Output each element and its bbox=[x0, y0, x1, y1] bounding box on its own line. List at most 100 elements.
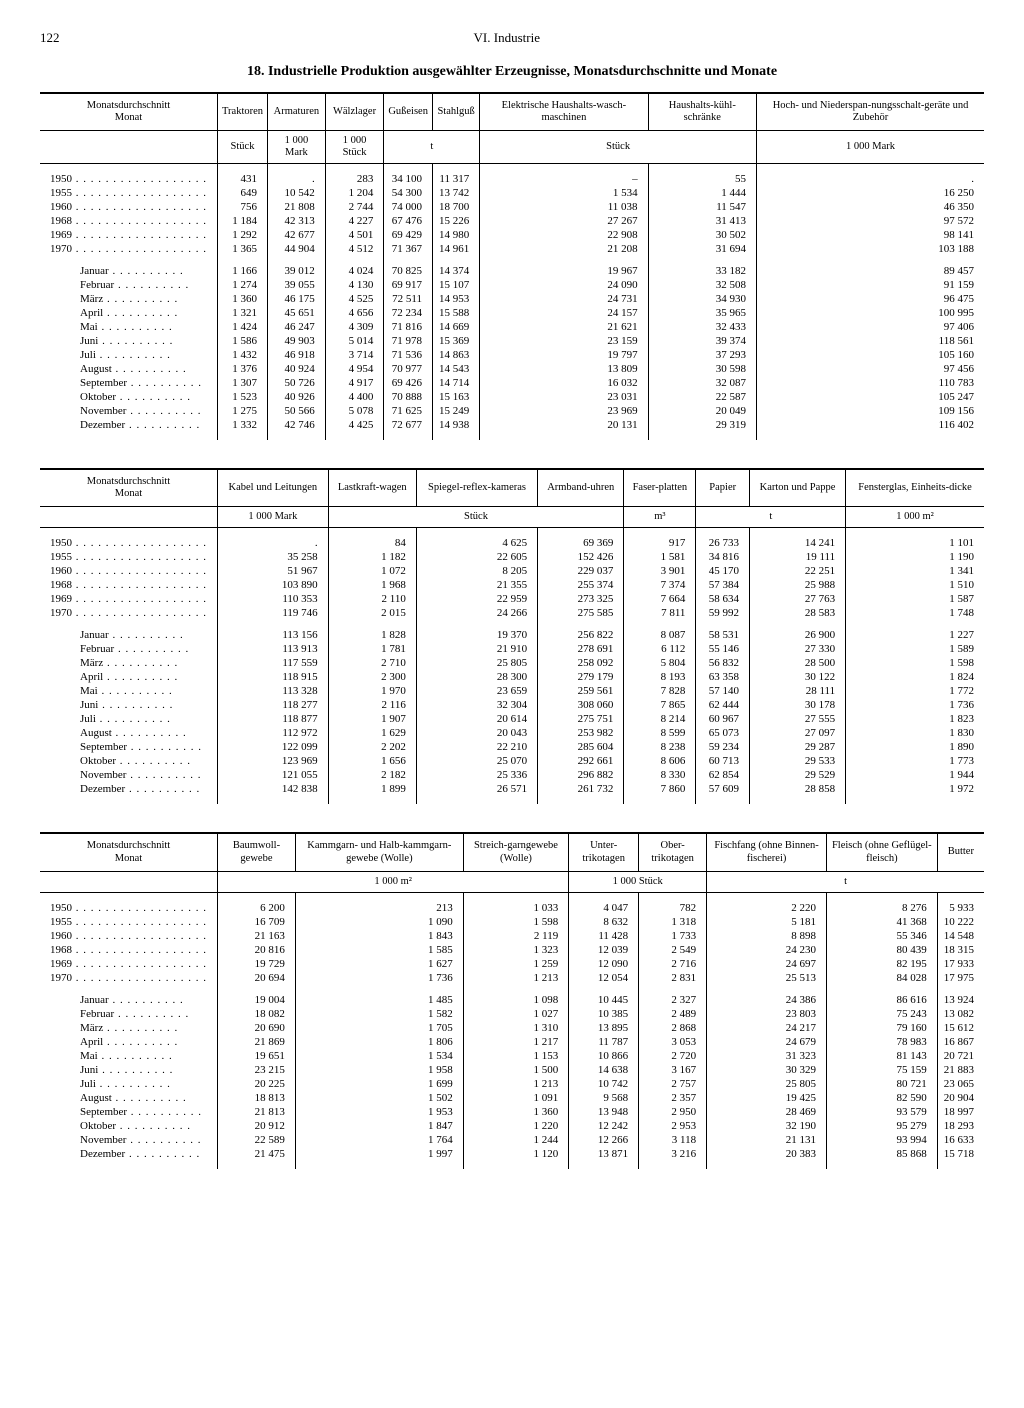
cell: 113 328 bbox=[218, 684, 329, 698]
cell: 1 365 bbox=[218, 242, 268, 256]
cell: 21 621 bbox=[480, 320, 648, 334]
table-row: November1 27550 5665 07871 62515 24923 9… bbox=[40, 404, 984, 418]
cell: 2 357 bbox=[639, 1091, 707, 1105]
cell: 4 512 bbox=[325, 242, 384, 256]
cell: 21 808 bbox=[268, 200, 326, 214]
cell: 229 037 bbox=[538, 564, 624, 578]
cell: 29 319 bbox=[648, 418, 756, 432]
cell: 35 258 bbox=[218, 550, 329, 564]
cell: 71 536 bbox=[384, 348, 433, 362]
cell: 1 502 bbox=[295, 1091, 463, 1105]
cell: 20 614 bbox=[416, 712, 537, 726]
row-label-month: Dezember bbox=[40, 782, 218, 796]
cell: 26 571 bbox=[416, 782, 537, 796]
row-label-year: 1950 bbox=[40, 536, 218, 550]
cell: 95 279 bbox=[826, 1119, 937, 1133]
table-row: 1968103 8901 96821 355255 3747 37457 384… bbox=[40, 578, 984, 592]
cell: 275 585 bbox=[538, 606, 624, 620]
cell: 782 bbox=[639, 901, 707, 915]
table-row: Dezember142 8381 89926 571261 7327 86057… bbox=[40, 782, 984, 796]
cell: 10 742 bbox=[569, 1077, 639, 1091]
cell: 12 266 bbox=[569, 1133, 639, 1147]
cell: 8 276 bbox=[826, 901, 937, 915]
cell: 1 220 bbox=[463, 1119, 568, 1133]
cell: 7 811 bbox=[624, 606, 696, 620]
cell: 46 247 bbox=[268, 320, 326, 334]
cell: 85 868 bbox=[826, 1147, 937, 1161]
cell: 1 847 bbox=[295, 1119, 463, 1133]
cell: 13 082 bbox=[937, 1007, 984, 1021]
cell: 5 014 bbox=[325, 334, 384, 348]
cell: 65 073 bbox=[696, 726, 750, 740]
row-label-month: November bbox=[40, 1133, 218, 1147]
unit-header: t bbox=[696, 507, 846, 528]
cell: 21 910 bbox=[416, 642, 537, 656]
cell: 1 736 bbox=[295, 971, 463, 985]
cell: 1 292 bbox=[218, 228, 268, 242]
cell: 2 716 bbox=[639, 957, 707, 971]
cell: 60 967 bbox=[696, 712, 750, 726]
unit-header: m³ bbox=[624, 507, 696, 528]
cell: 8 193 bbox=[624, 670, 696, 684]
col-header: Fleisch (ohne Geflügel-fleisch) bbox=[826, 833, 937, 871]
cell: 119 746 bbox=[218, 606, 329, 620]
unit-empty bbox=[40, 131, 218, 164]
cell: 18 813 bbox=[218, 1091, 296, 1105]
unit-header: 1 000 Mark bbox=[218, 507, 329, 528]
cell: 29 287 bbox=[749, 740, 845, 754]
row-label-month: Juli bbox=[40, 712, 218, 726]
table-row: 19701 36544 9044 51271 36714 96121 20831… bbox=[40, 242, 984, 256]
cell: 59 234 bbox=[696, 740, 750, 754]
cell: 1 944 bbox=[846, 768, 984, 782]
cell: 22 251 bbox=[749, 564, 845, 578]
cell: 9 568 bbox=[569, 1091, 639, 1105]
cell: 8 632 bbox=[569, 915, 639, 929]
col-header: Armaturen bbox=[268, 93, 326, 131]
cell: 118 277 bbox=[218, 698, 329, 712]
row-label-year: 1955 bbox=[40, 186, 218, 200]
cell: 32 087 bbox=[648, 376, 756, 390]
unit-header: t bbox=[707, 871, 984, 892]
cell: 1 166 bbox=[218, 264, 268, 278]
data-table-2: MonatsdurchschnittMonatBaumwoll-gewebeKa… bbox=[40, 832, 984, 1168]
cell: 5 078 bbox=[325, 404, 384, 418]
col-header: Baumwoll-gewebe bbox=[218, 833, 296, 871]
row-label-month: Februar bbox=[40, 278, 218, 292]
cell: 1 585 bbox=[295, 943, 463, 957]
cell: 16 250 bbox=[757, 186, 984, 200]
cell: 261 732 bbox=[538, 782, 624, 796]
cell: 1 589 bbox=[846, 642, 984, 656]
cell: 2 549 bbox=[639, 943, 707, 957]
cell: 30 598 bbox=[648, 362, 756, 376]
cell: 20 721 bbox=[937, 1049, 984, 1063]
cell: 283 bbox=[325, 172, 384, 186]
cell: 292 661 bbox=[538, 754, 624, 768]
cell: 4 656 bbox=[325, 306, 384, 320]
cell: 32 304 bbox=[416, 698, 537, 712]
cell: 71 625 bbox=[384, 404, 433, 418]
cell: 21 869 bbox=[218, 1035, 296, 1049]
cell: 72 511 bbox=[384, 292, 433, 306]
cell: 42 313 bbox=[268, 214, 326, 228]
cell: 25 513 bbox=[707, 971, 827, 985]
cell: 22 605 bbox=[416, 550, 537, 564]
row-label-month: Dezember bbox=[40, 418, 218, 432]
row-label-month: Mai bbox=[40, 1049, 218, 1063]
cell: 40 924 bbox=[268, 362, 326, 376]
cell: . bbox=[268, 172, 326, 186]
cell: 39 012 bbox=[268, 264, 326, 278]
cell: 1 101 bbox=[846, 536, 984, 550]
table-row: Juli118 8771 90720 614275 7518 21460 967… bbox=[40, 712, 984, 726]
col-header: Ober-trikotagen bbox=[639, 833, 707, 871]
row-label-month: September bbox=[40, 740, 218, 754]
cell: 6 200 bbox=[218, 901, 296, 915]
cell: 7 865 bbox=[624, 698, 696, 712]
col-header: Papier bbox=[696, 469, 750, 507]
cell: 24 230 bbox=[707, 943, 827, 957]
cell: 1 217 bbox=[463, 1035, 568, 1049]
cell: – bbox=[480, 172, 648, 186]
cell: 3 118 bbox=[639, 1133, 707, 1147]
col-header: Kabel und Leitungen bbox=[218, 469, 329, 507]
cell: 21 355 bbox=[416, 578, 537, 592]
cell: 19 425 bbox=[707, 1091, 827, 1105]
